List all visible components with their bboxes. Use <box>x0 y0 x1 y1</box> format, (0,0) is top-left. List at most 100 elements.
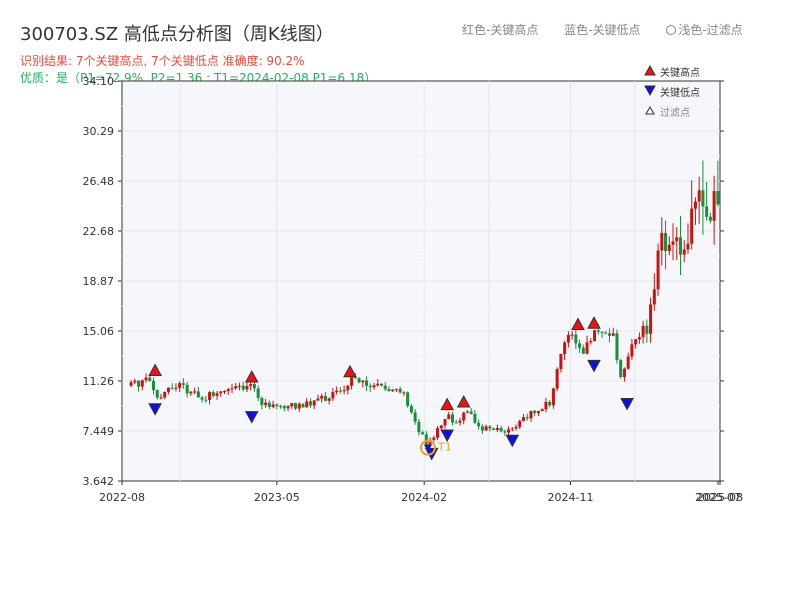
candle-body <box>424 434 428 445</box>
candle-body <box>271 404 275 407</box>
candle-body <box>297 403 301 409</box>
top-legend: 红色-关键高点 蓝色-关键低点 浅色-过滤点 <box>462 21 765 38</box>
y-tick-label: 15.06 <box>83 325 115 338</box>
candle-body <box>323 395 327 401</box>
candle-body <box>465 411 469 413</box>
candle-body <box>260 397 264 406</box>
candle-body <box>559 353 563 370</box>
y-tick-label: 18.87 <box>83 275 115 288</box>
candle-body <box>649 304 653 334</box>
candle-body <box>551 388 555 406</box>
candle-body <box>155 390 159 398</box>
t1-label: T1 <box>437 441 452 454</box>
circle-icon <box>666 25 677 35</box>
legend-filtered-text: 浅色-过滤点 <box>666 23 764 37</box>
candle-body <box>241 385 245 390</box>
legend-key-low-text: 蓝色-关键低点 <box>564 23 641 37</box>
candle-body <box>697 190 701 202</box>
candle-body <box>514 426 518 429</box>
candle-body <box>432 437 436 440</box>
candle-body <box>589 341 593 343</box>
candle-body <box>421 432 425 435</box>
candle-body <box>174 387 178 389</box>
y-tick-label: 3.642 <box>83 475 115 488</box>
candle-body <box>462 412 466 421</box>
candle-body <box>686 243 690 250</box>
y-tick-label: 22.68 <box>83 225 115 238</box>
candle-body <box>690 208 694 244</box>
candle-body <box>413 412 417 422</box>
candle-body <box>451 414 455 423</box>
candle-body <box>439 425 443 429</box>
candle-body <box>282 406 286 409</box>
candle-body <box>529 410 533 419</box>
candle-body <box>701 190 705 207</box>
candle-body <box>664 232 668 252</box>
candle-body <box>604 332 608 334</box>
legend-low-label: 关键低点 <box>660 86 700 99</box>
candle-body <box>252 384 256 389</box>
candle-body <box>312 400 316 406</box>
candle-body <box>394 388 398 390</box>
candle-body <box>682 249 686 255</box>
candle-body <box>716 191 720 205</box>
key-high-marker <box>440 397 455 411</box>
candle-body <box>245 385 249 390</box>
key-high-marker <box>244 370 259 383</box>
t1-low-marker <box>423 444 432 452</box>
t1-circle-marker <box>419 439 436 456</box>
candle-body <box>372 385 376 388</box>
candle-body <box>477 422 481 427</box>
x-tick-label: 2024-02 <box>401 491 447 504</box>
candle-body <box>350 377 354 386</box>
key-low-marker <box>587 359 601 373</box>
candle-body <box>159 397 163 399</box>
key-low-marker <box>244 411 259 424</box>
candle-body <box>185 384 189 394</box>
candle-body <box>387 389 391 392</box>
candle-body <box>637 337 641 340</box>
candle-body <box>563 342 567 354</box>
candle-body <box>525 417 529 419</box>
legend-high-label: 关键高点 <box>660 66 700 79</box>
candle-body <box>611 333 615 336</box>
candle-body <box>178 383 182 388</box>
candle-body <box>630 344 634 357</box>
low-marker-legend-icon <box>644 85 656 97</box>
key-low-marker <box>620 398 634 411</box>
candle-body <box>600 331 604 333</box>
candle-body <box>570 334 574 336</box>
candle-body <box>406 392 410 406</box>
candle-body <box>267 402 271 407</box>
x-tick-label: 2025-08 <box>697 491 743 504</box>
candle-body <box>305 401 309 408</box>
y-tick-label: 11.26 <box>83 375 115 388</box>
candle-body <box>383 385 387 390</box>
candle-body <box>290 403 294 407</box>
candle-body <box>320 395 324 399</box>
candle-body <box>166 387 170 392</box>
candle-body <box>555 369 559 389</box>
candle-body <box>488 426 492 429</box>
key-high-marker <box>148 363 162 376</box>
candle-body <box>237 385 241 387</box>
candle-body <box>223 391 227 393</box>
high-marker-legend-icon <box>644 64 656 76</box>
candle-body <box>335 390 339 393</box>
candle-body <box>152 380 156 391</box>
candle-body <box>622 368 626 378</box>
candle-body <box>678 237 682 255</box>
candle-body <box>607 333 611 336</box>
candle-body <box>693 201 697 209</box>
y-tick-label: 34.10 <box>83 75 115 88</box>
candle-body <box>585 342 589 354</box>
candle-body <box>652 289 656 305</box>
candle-body <box>428 439 432 445</box>
candle-body <box>398 388 402 393</box>
candle-body <box>226 389 230 392</box>
candle-body <box>667 244 671 252</box>
candle-body <box>596 330 600 332</box>
candle-body <box>522 417 526 421</box>
candle-body <box>148 377 152 381</box>
candle-body <box>645 325 649 334</box>
